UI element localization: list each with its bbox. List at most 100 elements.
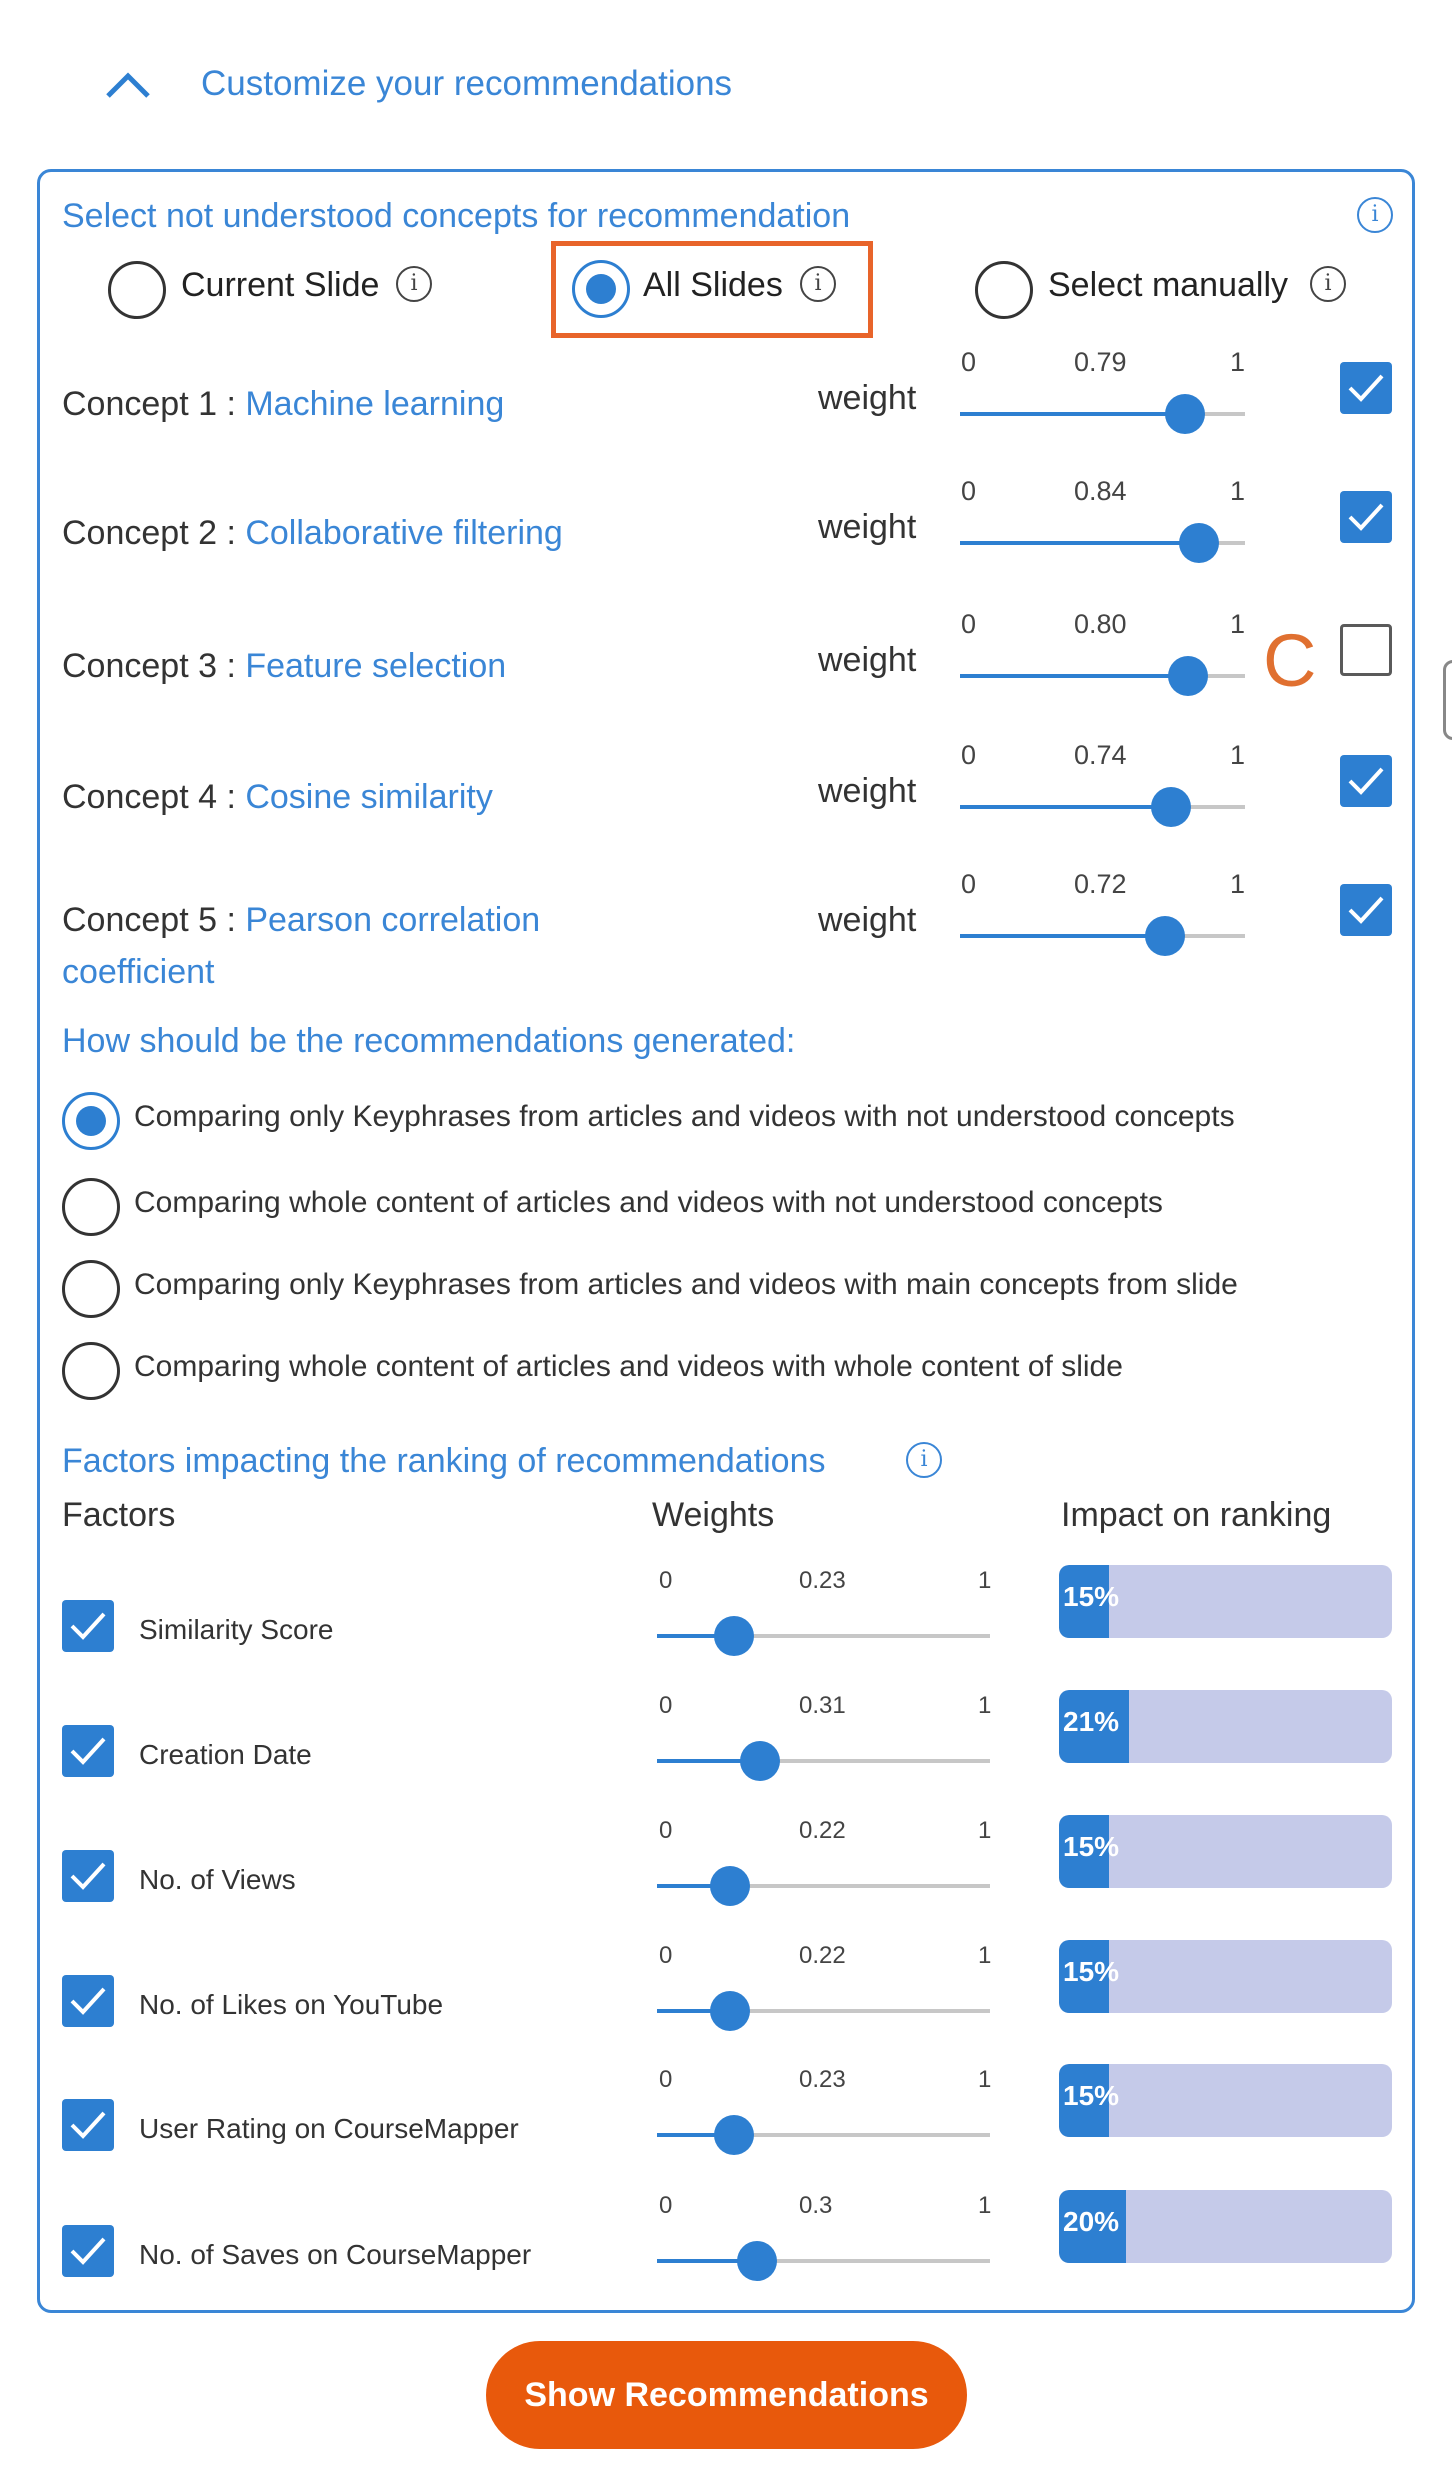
slider-value: 0.31 [799, 1692, 846, 1719]
slider-fill [657, 2009, 730, 2013]
info-icon[interactable]: i [906, 1442, 942, 1478]
slider-thumb[interactable] [740, 1741, 780, 1781]
concept-checkbox[interactable] [1340, 362, 1392, 414]
method-option-label: Comparing whole content of articles and … [134, 1186, 1163, 1219]
slider-thumb[interactable] [714, 2115, 754, 2155]
impact-bar: 15% [1059, 2064, 1392, 2137]
impact-percent: 15% [1063, 1581, 1120, 1612]
concept-name-link[interactable]: Collaborative filtering [245, 514, 563, 552]
concept-name-link[interactable]: Pearson correlation coefficient [62, 901, 541, 991]
concept-label: Concept 5 : Pearson correlation coeffici… [62, 894, 622, 998]
concept-name-link[interactable]: Machine learning [245, 385, 505, 423]
slider-fill [960, 541, 1199, 545]
slider-track[interactable] [657, 1759, 990, 1763]
factor-label: No. of Views [139, 1864, 296, 1895]
weight-label: weight [818, 379, 917, 417]
info-icon[interactable]: i [800, 266, 836, 302]
slider-track[interactable] [657, 2133, 990, 2137]
impact-fill [1059, 1940, 1109, 2013]
col-weights: Weights [652, 1496, 775, 1534]
weight-label: weight [818, 508, 917, 546]
slider-min: 0 [961, 347, 977, 377]
impact-fill [1059, 1815, 1109, 1888]
impact-percent: 15% [1063, 1831, 1120, 1862]
concept-prefix: Concept 5 : [62, 901, 246, 939]
concept-checkbox[interactable] [1340, 884, 1392, 936]
slider-max: 1 [978, 1942, 992, 1969]
slider-thumb[interactable] [1168, 656, 1208, 696]
recommendation-settings-panel [37, 169, 1415, 2313]
slider-thumb[interactable] [1179, 523, 1219, 563]
factor-label: No. of Saves on CourseMapper [139, 2239, 532, 2270]
factor-label: Similarity Score [139, 1614, 334, 1645]
concept-name-link[interactable]: Feature selection [245, 647, 507, 685]
method-radio[interactable] [62, 1092, 120, 1150]
weight-label: weight [818, 901, 917, 939]
factor-checkbox[interactable] [62, 2225, 114, 2277]
method-radio[interactable] [62, 1260, 120, 1318]
slider-max: 1 [978, 2192, 992, 2219]
slider-min: 0 [659, 1817, 673, 1844]
chevron-up-icon[interactable] [96, 62, 160, 106]
impact-bar: 20% [1059, 2190, 1392, 2263]
slider-max: 1 [978, 1692, 992, 1719]
slider-thumb[interactable] [714, 1616, 754, 1656]
slider-max: 1 [978, 2066, 992, 2093]
concept-checkbox[interactable] [1340, 624, 1392, 676]
slider-thumb[interactable] [1165, 394, 1205, 434]
slider-value: 0.3 [799, 2192, 833, 2219]
method-option-label: Comparing only Keyphrases from articles … [134, 1268, 1238, 1301]
slider-track[interactable] [657, 2009, 990, 2013]
concept-label: Concept 4 : Cosine similarity [62, 771, 622, 823]
radio-select-manually[interactable] [975, 261, 1033, 319]
factor-checkbox[interactable] [62, 1975, 114, 2027]
radio-current-slide[interactable] [108, 261, 166, 319]
factor-checkbox[interactable] [62, 2099, 114, 2151]
slider-fill [960, 412, 1185, 416]
radio-all-slides[interactable] [572, 260, 630, 318]
slider-fill [657, 1759, 760, 1763]
concept-checkbox[interactable] [1340, 491, 1392, 543]
slider-thumb[interactable] [1151, 787, 1191, 827]
slider-value: 0.72 [1074, 869, 1127, 899]
slider-thumb[interactable] [710, 1991, 750, 2031]
method-radio[interactable] [62, 1178, 120, 1236]
slider-min: 0 [961, 609, 977, 639]
impact-fill [1059, 1690, 1129, 1763]
annotation-marker: C [1263, 619, 1317, 702]
slider-max: 1 [1230, 740, 1246, 770]
radio-label-current-slide: Current Slide [181, 266, 380, 304]
factor-label: No. of Likes on YouTube [139, 1989, 444, 2020]
slider-thumb[interactable] [737, 2241, 777, 2281]
impact-percent: 21% [1063, 1706, 1120, 1737]
radio-label-select-manually: Select manually [1048, 266, 1289, 304]
show-recommendations-button[interactable]: Show Recommendations [486, 2341, 967, 2449]
slider-thumb[interactable] [1145, 916, 1185, 956]
slider-track[interactable] [657, 1884, 990, 1888]
slider-fill [657, 2133, 734, 2137]
concept-prefix: Concept 3 : [62, 647, 246, 685]
factor-checkbox[interactable] [62, 1850, 114, 1902]
concept-checkbox[interactable] [1340, 755, 1392, 807]
slider-max: 1 [978, 1817, 992, 1844]
slider-max: 1 [1230, 476, 1246, 506]
slider-min: 0 [961, 740, 977, 770]
factor-checkbox[interactable] [62, 1600, 114, 1652]
info-icon[interactable]: i [396, 266, 432, 302]
slider-thumb[interactable] [710, 1866, 750, 1906]
customize-toggle[interactable]: Customize your recommendations [201, 64, 733, 103]
slider-fill [657, 1634, 734, 1638]
slider-value: 0.80 [1074, 609, 1127, 639]
concept-name-link[interactable]: Cosine similarity [245, 778, 493, 816]
concepts-section-title: Select not understood concepts for recom… [62, 197, 851, 235]
info-icon[interactable]: i [1357, 197, 1393, 233]
slider-min: 0 [659, 1692, 673, 1719]
slider-track[interactable] [657, 2259, 990, 2263]
slider-fill [960, 934, 1165, 938]
method-radio[interactable] [62, 1342, 120, 1400]
info-icon[interactable]: i [1310, 266, 1346, 302]
concept-label: Concept 3 : Feature selection [62, 640, 622, 692]
slider-track[interactable] [657, 1634, 990, 1638]
factor-label: User Rating on CourseMapper [139, 2113, 519, 2144]
factor-checkbox[interactable] [62, 1725, 114, 1777]
